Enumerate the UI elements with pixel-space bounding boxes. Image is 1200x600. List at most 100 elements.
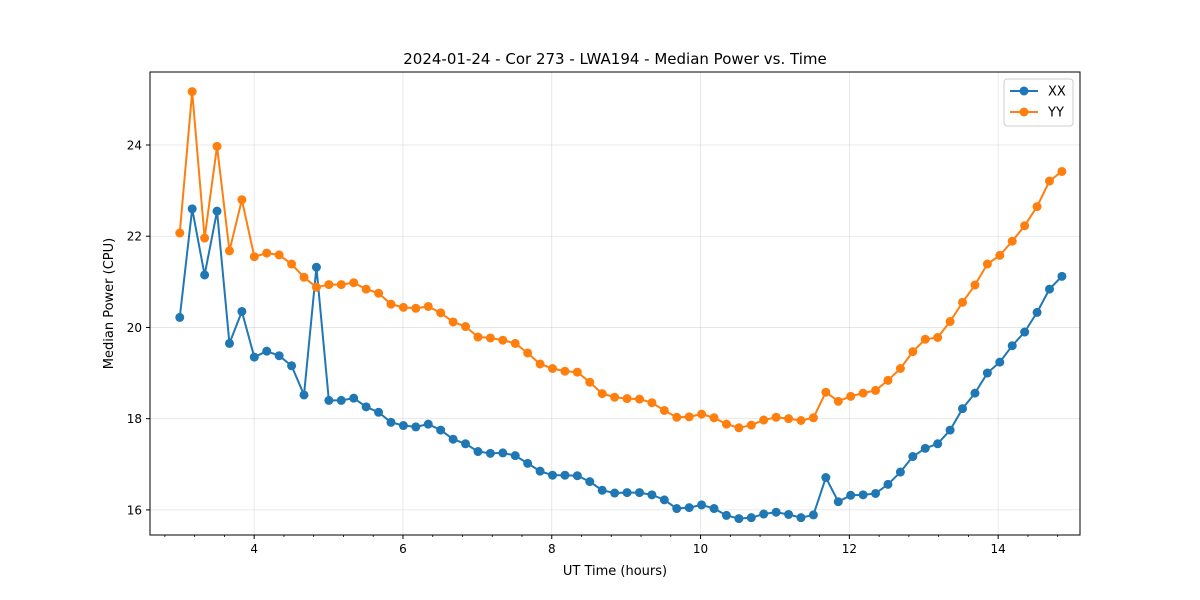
data-point-yy	[585, 377, 595, 387]
data-point-yy	[659, 405, 669, 415]
y-tick-label: 16	[127, 503, 142, 517]
data-point-yy	[423, 301, 433, 311]
data-point-xx	[958, 404, 968, 414]
data-point-yy	[361, 284, 371, 294]
data-point-yy	[933, 332, 943, 342]
data-point-xx	[175, 312, 185, 322]
data-point-yy	[249, 252, 259, 262]
y-tick-label: 24	[127, 138, 142, 152]
data-point-yy	[398, 302, 408, 312]
data-point-xx	[982, 368, 992, 378]
data-point-yy	[274, 250, 284, 260]
data-point-xx	[871, 488, 881, 498]
data-point-yy	[821, 387, 831, 397]
data-point-xx	[908, 452, 918, 462]
x-tick-label: 8	[548, 542, 556, 556]
data-point-yy	[311, 282, 321, 292]
data-point-yy	[1045, 176, 1054, 186]
data-point-yy	[796, 416, 806, 425]
data-point-yy	[473, 332, 483, 342]
data-point-xx	[833, 497, 843, 507]
data-point-yy	[324, 280, 334, 290]
data-point-yy	[200, 233, 210, 243]
x-tick-label: 14	[991, 542, 1006, 556]
data-point-yy	[982, 259, 992, 269]
data-point-xx	[473, 447, 483, 457]
data-point-xx	[212, 206, 222, 216]
data-point-xx	[659, 495, 669, 505]
data-point-yy	[262, 248, 272, 258]
data-point-xx	[945, 425, 955, 435]
data-point-xx	[249, 352, 259, 362]
data-point-xx	[808, 510, 818, 520]
data-point-yy	[1020, 221, 1030, 231]
data-point-xx	[498, 448, 508, 458]
data-point-yy	[572, 367, 582, 377]
data-point-xx	[883, 479, 893, 489]
data-point-xx	[585, 477, 595, 487]
data-point-yy	[1032, 202, 1042, 212]
series-layer	[175, 87, 1067, 524]
data-point-yy	[883, 375, 893, 385]
data-point-yy	[970, 280, 980, 290]
data-point-yy	[548, 364, 557, 373]
data-point-xx	[200, 270, 210, 280]
data-point-xx	[858, 490, 868, 500]
data-point-xx	[572, 471, 582, 481]
data-point-yy	[212, 141, 222, 151]
data-point-xx	[784, 509, 794, 519]
data-point-xx	[933, 439, 943, 449]
data-point-xx	[448, 434, 458, 444]
data-point-xx	[1032, 307, 1042, 317]
data-point-yy	[299, 272, 309, 282]
data-point-yy	[858, 388, 868, 398]
data-point-xx	[523, 458, 533, 468]
data-point-yy	[871, 385, 881, 395]
data-point-yy	[411, 303, 421, 313]
plot-frame	[149, 71, 1081, 536]
data-point-xx	[1045, 284, 1054, 294]
data-point-yy	[697, 409, 707, 419]
data-point-yy	[908, 347, 918, 357]
data-point-yy	[734, 423, 744, 433]
data-point-xx	[734, 514, 744, 524]
data-point-xx	[374, 407, 384, 417]
x-tick-label: 4	[250, 542, 258, 556]
data-point-xx	[970, 388, 980, 398]
data-point-xx	[187, 204, 197, 214]
data-point-xx	[697, 500, 707, 510]
data-point-xx	[846, 490, 856, 500]
data-point-yy	[672, 412, 682, 422]
y-axis: 16 18 20 22 24	[127, 138, 150, 517]
x-tick-label: 6	[399, 542, 407, 556]
data-point-xx	[721, 510, 731, 520]
x-tick-label: 10	[693, 542, 708, 556]
data-point-yy	[684, 412, 694, 422]
data-point-xx	[461, 439, 471, 449]
data-point-xx	[336, 395, 346, 405]
data-point-yy	[349, 278, 359, 288]
data-point-xx	[995, 357, 1005, 367]
data-point-yy	[237, 195, 247, 205]
data-point-yy	[634, 394, 644, 404]
data-point-xx	[1057, 271, 1067, 281]
data-point-xx	[1020, 327, 1030, 337]
data-point-yy	[759, 415, 769, 425]
data-point-yy	[721, 419, 731, 429]
chart-title: 2024-01-24 - Cor 273 - LWA194 - Median P…	[403, 50, 827, 68]
data-point-xx	[548, 470, 557, 480]
data-point-xx	[746, 513, 756, 523]
data-point-yy	[833, 396, 843, 406]
data-point-xx	[647, 490, 657, 500]
data-point-yy	[958, 297, 968, 307]
y-tick-label: 22	[127, 230, 142, 244]
data-point-yy	[597, 389, 607, 399]
data-point-xx	[796, 513, 806, 523]
data-point-yy	[846, 391, 856, 401]
data-point-xx	[920, 443, 930, 453]
data-point-xx	[299, 390, 309, 400]
data-point-yy	[560, 366, 570, 376]
data-point-xx	[597, 485, 607, 495]
legend: XX YY	[1003, 78, 1074, 127]
